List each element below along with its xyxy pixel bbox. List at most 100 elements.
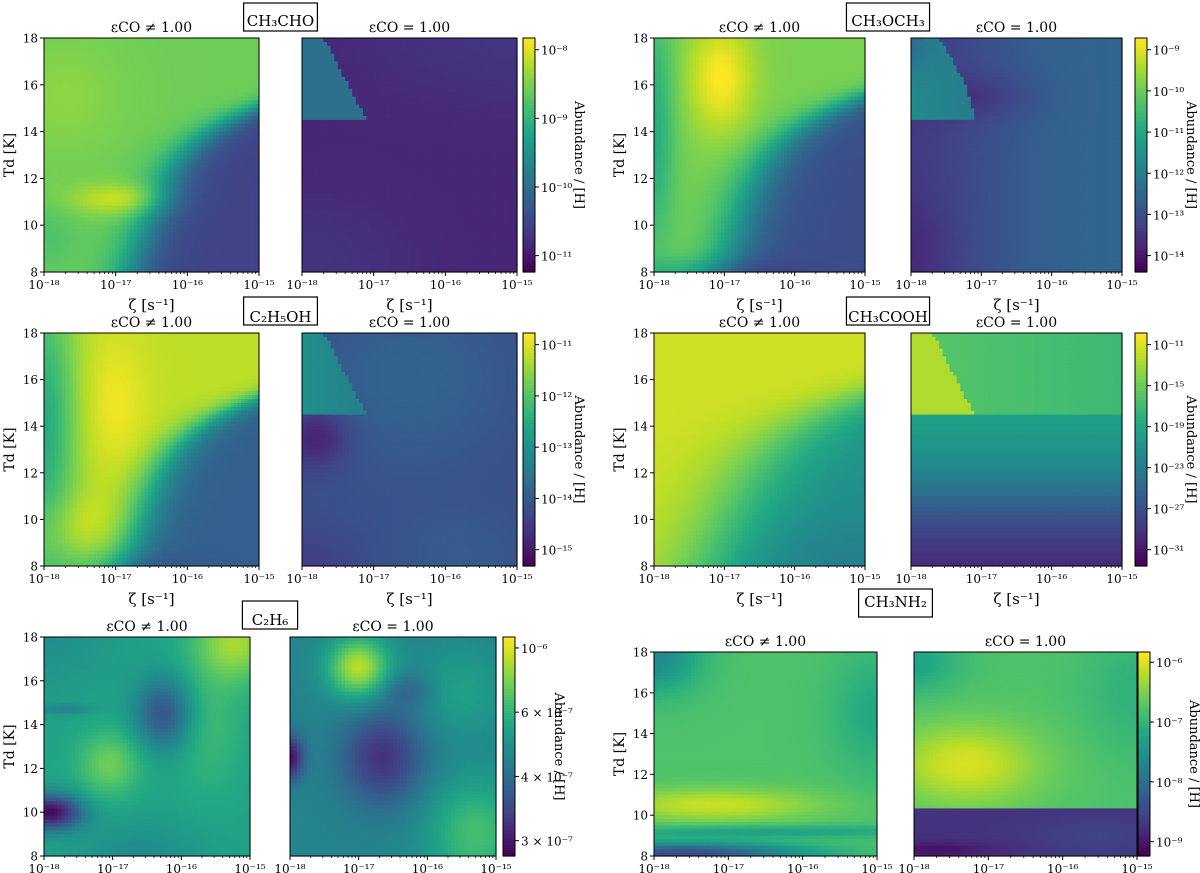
subplot-title: εCO ≠ 1.00 — [106, 619, 187, 635]
y-tick-label: 12 — [633, 768, 648, 782]
x-tick-label: 10⁻¹⁵ — [234, 862, 265, 873]
y-tick-label: 14 — [23, 420, 39, 434]
subplot-title: εCO ≠ 1.00 — [719, 315, 800, 331]
colorbar-tick-label: 10⁻⁹ — [541, 112, 568, 126]
colorbar-tick-label: 10⁻¹³ — [1153, 208, 1184, 222]
x-tick-label: 10⁻¹⁷ — [709, 572, 740, 586]
x-tick-label: 10⁻¹⁷ — [343, 862, 374, 873]
species-title: CH₃COOH — [848, 308, 928, 326]
colorbar: 10⁻¹¹10⁻¹⁵10⁻¹⁹10⁻²³10⁻²⁷10⁻³¹Abundance … — [1135, 333, 1198, 567]
heatmap-cell-ch3cho_fixed — [302, 38, 518, 273]
x-axis-label: ζ [s⁻¹] — [386, 590, 432, 608]
x-tick-label: 10⁻¹⁶ — [430, 278, 461, 292]
subplot-title: εCO ≠ 1.00 — [725, 634, 806, 650]
subplot-title: εCO = 1.00 — [976, 315, 1057, 331]
x-tick-label: 10⁻¹⁶ — [166, 862, 197, 873]
colorbar-tick-label: 10⁻¹¹ — [541, 250, 572, 264]
x-tick-label: 10⁻¹⁸ — [898, 862, 929, 873]
colorbar-tick-label: 10⁻¹³ — [541, 441, 572, 455]
x-tick-label: 10⁻¹⁵ — [849, 572, 880, 586]
colorbar-tick-label: 10⁻³¹ — [1153, 544, 1184, 558]
y-tick-label: 12 — [633, 172, 648, 186]
x-tick-label: 10⁻¹⁶ — [1047, 862, 1078, 873]
x-tick-label: 10⁻¹⁸ — [28, 572, 59, 586]
subplot-title: εCO = 1.00 — [352, 619, 433, 635]
y-tick-label: 14 — [633, 420, 649, 434]
colorbar-tick-label: 10⁻¹⁴ — [541, 492, 572, 506]
y-tick-label: 14 — [23, 718, 39, 732]
y-tick-label: 8 — [30, 850, 38, 864]
x-tick-label: 10⁻¹⁵ — [1121, 862, 1152, 873]
x-tick-label: 10⁻¹⁶ — [779, 278, 810, 292]
subplot-title: εCO = 1.00 — [369, 315, 450, 331]
y-tick-label: 18 — [23, 631, 38, 645]
x-tick-label: 10⁻¹⁸ — [274, 862, 305, 873]
x-tick-label: 10⁻¹⁸ — [895, 278, 926, 292]
subplot-title: εCO ≠ 1.00 — [111, 20, 192, 36]
y-tick-label: 16 — [633, 686, 648, 700]
subplot-title: εCO = 1.00 — [976, 20, 1057, 36]
y-tick-label: 12 — [633, 466, 648, 480]
x-axis-label: ζ [s⁻¹] — [128, 296, 174, 314]
x-tick-label: 10⁻¹⁸ — [286, 278, 317, 292]
x-tick-label: 10⁻¹⁸ — [638, 572, 669, 586]
y-tick-label: 18 — [633, 327, 648, 341]
x-tick-label: 10⁻¹⁵ — [1106, 572, 1137, 586]
x-tick-label: 10⁻¹⁸ — [286, 572, 317, 586]
x-axis-label: ζ [s⁻¹] — [386, 296, 432, 314]
y-tick-label: 18 — [23, 32, 38, 46]
x-tick-label: 10⁻¹⁷ — [713, 862, 744, 873]
y-tick-label: 10 — [633, 513, 648, 527]
heatmap-cell-etoh_vary — [44, 333, 260, 567]
y-tick-label: 16 — [23, 674, 38, 688]
y-tick-label: 10 — [633, 219, 648, 233]
y-tick-label: 10 — [23, 806, 38, 820]
y-tick-label: 8 — [640, 560, 648, 574]
y-axis-label: Td [K] — [612, 732, 628, 776]
x-tick-label: 10⁻¹⁵ — [243, 572, 274, 586]
y-axis-label: Td [K] — [612, 133, 628, 177]
colorbar-tick-label: 10⁻¹² — [1153, 167, 1184, 181]
heatmap-cell-acetic_vary — [654, 333, 866, 567]
x-tick-label: 10⁻¹⁷ — [709, 278, 740, 292]
x-tick-label: 10⁻¹⁷ — [100, 572, 131, 586]
colorbar-tick-label: 10⁻¹¹ — [541, 339, 572, 353]
x-tick-label: 10⁻¹⁸ — [28, 862, 59, 873]
x-tick-label: 10⁻¹⁶ — [787, 862, 818, 873]
colorbar-label: Abundance / [H] — [571, 100, 586, 209]
x-tick-label: 10⁻¹⁷ — [97, 862, 128, 873]
x-tick-label: 10⁻¹⁵ — [501, 278, 532, 292]
subplot-title: εCO = 1.00 — [369, 20, 450, 36]
y-tick-label: 14 — [633, 125, 649, 139]
y-tick-label: 8 — [30, 266, 38, 280]
heatmap-cell-acetic_fixed — [911, 333, 1123, 567]
colorbar-tick-label: 10⁻¹⁰ — [541, 181, 572, 195]
colorbar-label: Abundance / [H] — [571, 395, 586, 504]
y-axis-label: Td [K] — [2, 427, 18, 471]
heatmap-cell-c2h6_fixed — [290, 637, 497, 857]
colorbar-tick-label: 3 × 10⁻⁷ — [521, 835, 573, 849]
x-tick-label: 10⁻¹⁵ — [849, 278, 880, 292]
heatmap-cell-dme_vary — [654, 38, 866, 273]
y-tick-label: 18 — [23, 327, 38, 341]
y-tick-label: 16 — [633, 78, 648, 92]
y-tick-label: 16 — [23, 373, 38, 387]
x-tick-label: 10⁻¹⁷ — [358, 278, 389, 292]
x-tick-label: 10⁻¹⁵ — [861, 862, 892, 873]
x-tick-label: 10⁻¹⁵ — [1106, 278, 1137, 292]
species-title: C₂H₅OH — [250, 308, 312, 326]
species-title: CH₃NH₂ — [864, 593, 927, 611]
y-axis-label: Td [K] — [2, 133, 18, 177]
subplot-title: εCO ≠ 1.00 — [719, 20, 800, 36]
x-tick-label: 10⁻¹⁷ — [100, 278, 131, 292]
colorbar-tick-label: 10⁻²³ — [1153, 462, 1184, 476]
x-tick-label: 10⁻¹⁵ — [243, 278, 274, 292]
colorbar-tick-label: 10⁻⁶ — [1156, 656, 1183, 670]
x-tick-label: 10⁻¹⁸ — [638, 278, 669, 292]
colorbar-label: Abundance / [H] — [1186, 699, 1200, 808]
x-tick-label: 10⁻¹⁸ — [638, 862, 669, 873]
colorbar-label: Abundance / [H] — [1183, 395, 1198, 504]
